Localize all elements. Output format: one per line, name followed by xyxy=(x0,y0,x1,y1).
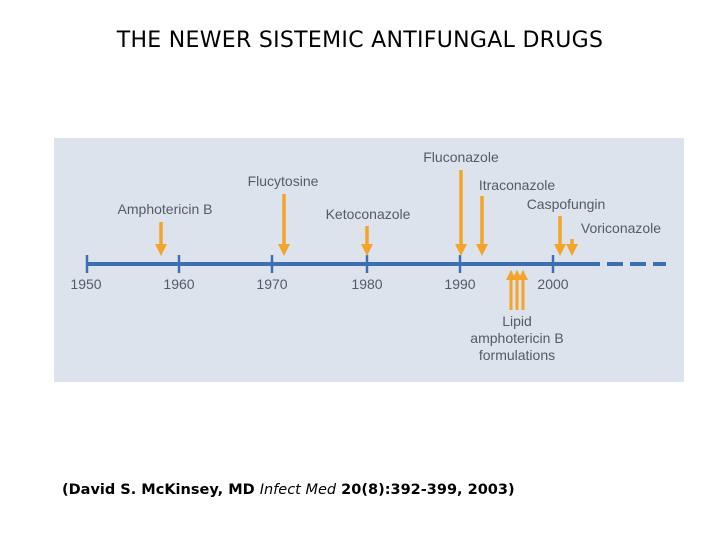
timeline-diagram: 1950 1960 1970 1980 1990 2000 Amphoteric… xyxy=(54,138,684,382)
drug-label-lipid-line-2: amphotericin B xyxy=(470,330,563,346)
citation: (David S. McKinsey, MD Infect Med 20(8):… xyxy=(62,482,515,498)
year-ticks xyxy=(85,255,555,273)
year-labels: 1950 1960 1970 1980 1990 2000 xyxy=(70,276,568,292)
year-label: 1970 xyxy=(256,276,287,292)
slide-title: THE NEWER SISTEMIC ANTIFUNGAL DRUGS xyxy=(116,28,604,53)
drug-label-flucytosine: Flucytosine xyxy=(248,173,319,189)
drug-label-fluconazole: Fluconazole xyxy=(423,149,499,165)
citation-journal: Infect Med xyxy=(259,482,337,498)
citation-authors: (David S. McKinsey, MD xyxy=(62,482,260,498)
drug-label-caspofungin: Caspofungin xyxy=(527,196,606,212)
year-label: 1950 xyxy=(70,276,101,292)
drug-label-lipid-line-1: Lipid xyxy=(502,313,532,329)
year-label: 2000 xyxy=(537,276,568,292)
drug-label-amphotericin-b: Amphotericin B xyxy=(118,201,213,217)
citation-details: 20(8):392-399, 2003) xyxy=(336,482,515,498)
drug-label-ketoconazole: Ketoconazole xyxy=(326,206,411,222)
year-label: 1960 xyxy=(163,276,194,292)
year-label: 1990 xyxy=(444,276,475,292)
drug-label-lipid-line-3: formulations xyxy=(479,347,555,363)
drug-label-voriconazole: Voriconazole xyxy=(581,220,661,236)
drug-arrow-lipid-amphotericin-b xyxy=(505,269,529,310)
year-label: 1980 xyxy=(351,276,382,292)
drug-label-itraconazole: Itraconazole xyxy=(479,177,555,193)
